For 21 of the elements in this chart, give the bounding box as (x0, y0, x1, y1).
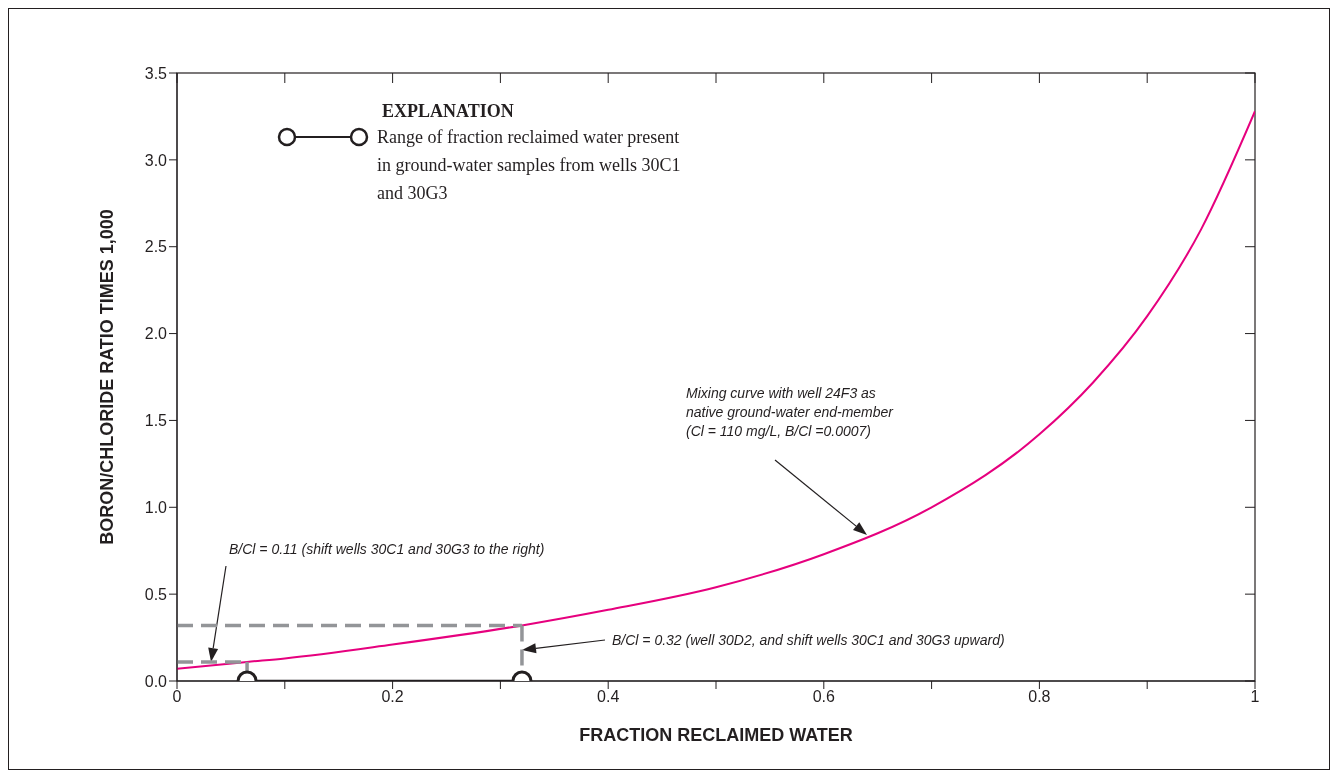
x-axis-title: FRACTION RECLAIMED WATER (579, 725, 853, 745)
y-tick-label: 3.0 (144, 151, 168, 169)
y-tick-label: 2.5 (144, 238, 168, 256)
y-axis-title: BORON/CHLORIDE RATIO TIMES 1,000 (97, 209, 118, 545)
legend-label: Range of fraction reclaimed water present in ground-water samples from wells 30C1 and 30G3 (377, 126, 682, 205)
y-tick-label: 0.5 (144, 585, 168, 603)
x-tick-label: 0.6 (812, 688, 836, 706)
x-tick-label: 0.2 (381, 688, 404, 706)
x-tick-label: 0.4 (597, 688, 620, 706)
annotation: Mixing curve with well 24F3 as native ground-water end-member (Cl = 110 mg/L, B/Cl =0.0007) (686, 385, 895, 439)
y-tick-label: 1.0 (144, 498, 168, 516)
legend-title: EXPLANATION (382, 101, 515, 122)
x-tick-label: 0.8 (1028, 688, 1051, 706)
x-tick-label: 1 (1250, 688, 1260, 706)
x-tick-label: 0 (172, 688, 182, 706)
y-tick-label: 2.0 (144, 325, 168, 343)
y-tick-label: 3.5 (144, 64, 168, 82)
annotation: B/Cl = 0.32 (well 30D2, and shift wells 30C1 and 30G3 upward) (612, 632, 1005, 648)
y-tick-label: 0.0 (144, 672, 168, 690)
annotation: B/Cl = 0.11 (shift wells 30C1 and 30G3 to the right) (229, 541, 545, 557)
y-tick-label: 1.5 (144, 412, 168, 430)
